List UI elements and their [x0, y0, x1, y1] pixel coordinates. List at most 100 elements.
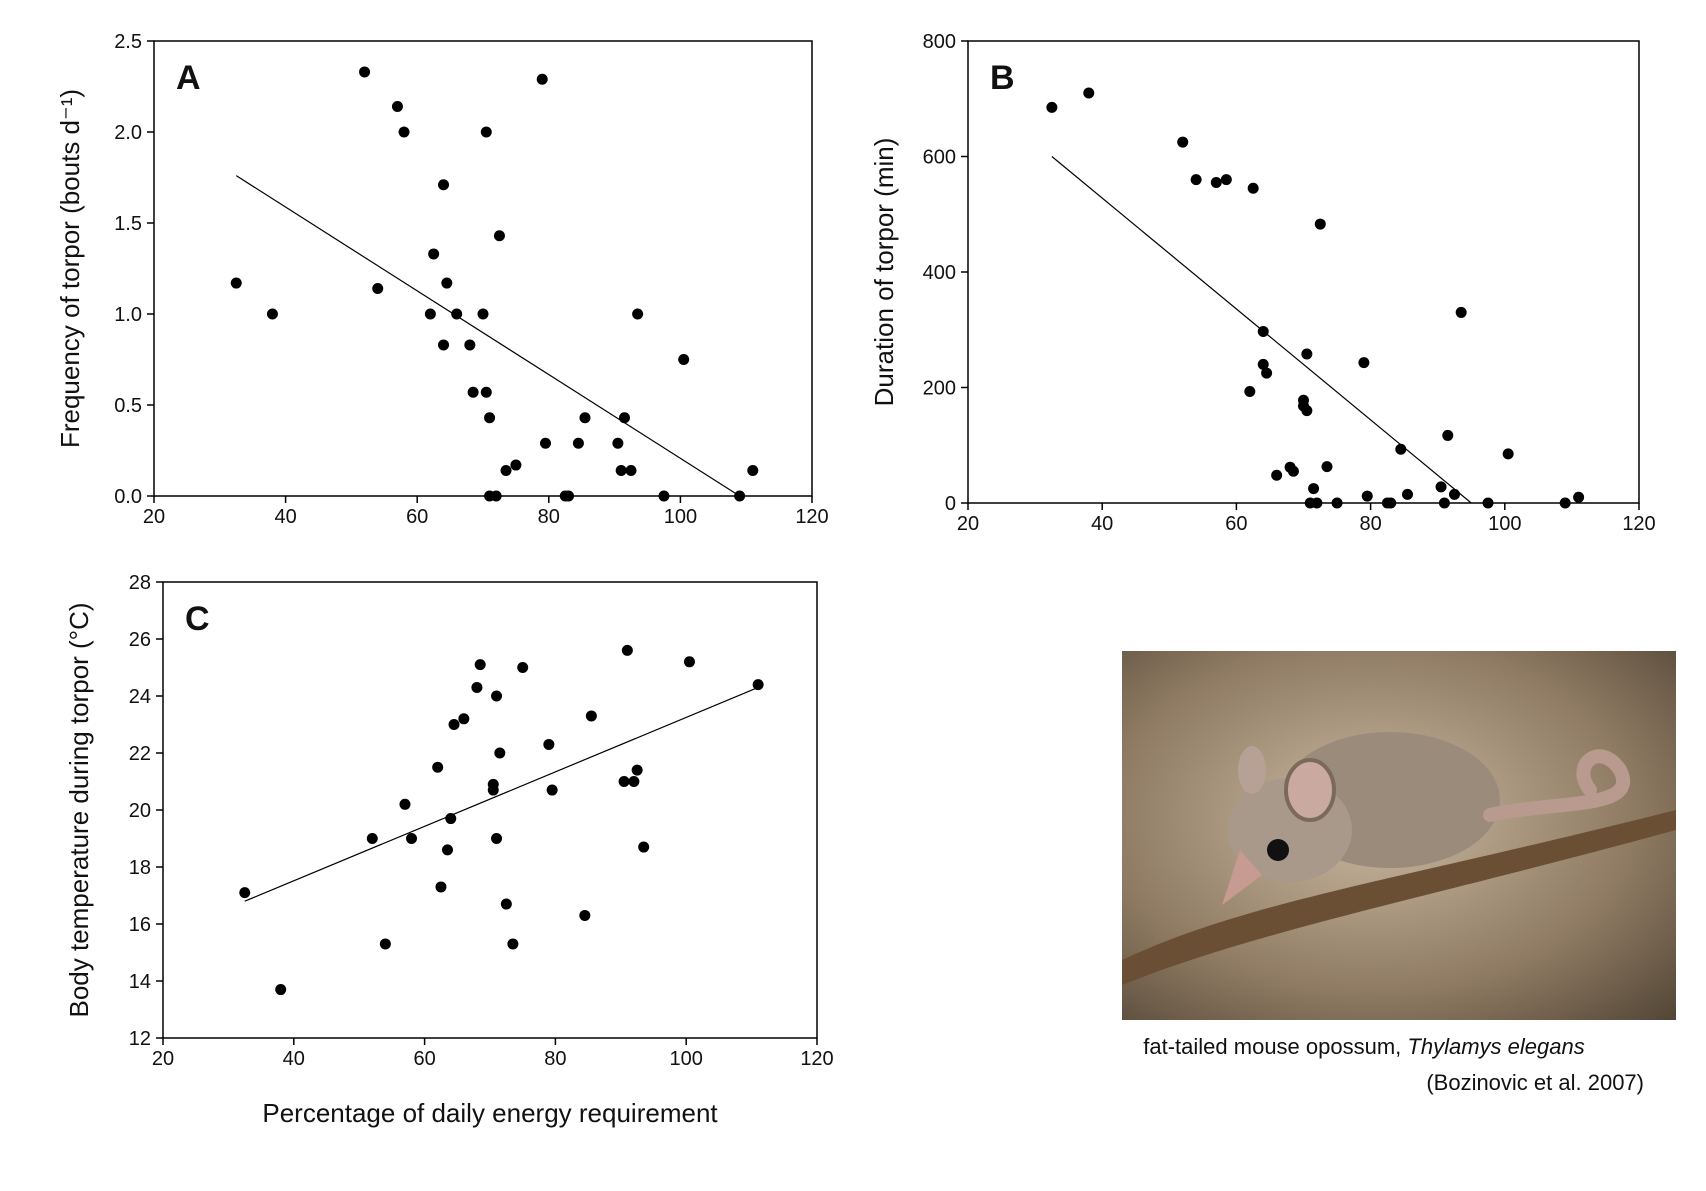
point: [490, 490, 502, 502]
y-tick-label: 22: [129, 743, 151, 765]
point: [491, 833, 503, 844]
x-tick-label: 60: [413, 1048, 435, 1070]
x-tick-label: 40: [283, 1048, 305, 1070]
plot-frame: [967, 40, 1640, 504]
x-tick-label: 120: [800, 1048, 833, 1070]
x-tick-label: 100: [664, 506, 697, 528]
point: [398, 126, 410, 138]
trend-line: [244, 686, 759, 902]
point: [500, 465, 512, 477]
point: [658, 490, 670, 502]
point: [734, 490, 746, 502]
point: [585, 710, 597, 722]
point: [438, 339, 450, 351]
point: [638, 841, 650, 853]
plot-frame: [162, 581, 818, 1039]
caption-source: (Bozinovic et al. 2007): [1426, 1070, 1644, 1095]
point: [615, 465, 627, 477]
point: [1261, 367, 1273, 379]
x-axis-title: Percentage of daily energy requirement: [262, 1098, 718, 1128]
point: [618, 776, 630, 787]
y-axis-title: Frequency of torpor (bouts d⁻¹): [55, 89, 85, 448]
point: [464, 339, 476, 351]
point: [1361, 490, 1373, 502]
point: [1311, 497, 1323, 509]
point: [406, 833, 418, 844]
point: [510, 459, 522, 471]
point: [1301, 405, 1313, 417]
point: [500, 898, 512, 910]
y-tick-label: 1.0: [114, 304, 142, 326]
point: [683, 656, 695, 668]
y-tick-label: 400: [923, 262, 956, 284]
point: [441, 844, 453, 856]
tail: [1483, 749, 1630, 822]
x-tick-label: 120: [1622, 513, 1655, 535]
point: [493, 230, 505, 242]
caption-species: Thylamys elegans: [1407, 1034, 1584, 1059]
point: [631, 764, 643, 776]
point: [1321, 461, 1333, 473]
point: [471, 681, 483, 693]
point: [543, 738, 555, 750]
y-tick-label: 20: [129, 800, 151, 822]
x-tick-label: 20: [143, 506, 165, 528]
point: [563, 490, 575, 502]
x-tick-label: 60: [406, 506, 428, 528]
point: [494, 747, 506, 759]
point: [480, 126, 492, 138]
y-tick-label: 2.0: [114, 122, 142, 144]
point: [632, 308, 644, 320]
point: [1177, 136, 1189, 148]
point: [628, 776, 640, 787]
y-tick-label: 800: [923, 31, 956, 53]
point: [1301, 348, 1313, 360]
point: [1442, 429, 1454, 441]
point: [451, 308, 463, 320]
point: [1435, 481, 1447, 493]
point: [1331, 497, 1343, 509]
point: [1395, 443, 1407, 455]
y-tick-label: 18: [129, 857, 151, 879]
panel-label: B: [990, 59, 1015, 97]
point: [239, 887, 251, 899]
point: [435, 881, 447, 893]
x-tick-label: 40: [1091, 513, 1113, 535]
point: [618, 412, 630, 424]
point: [438, 179, 450, 191]
point: [572, 437, 584, 449]
point: [1257, 358, 1269, 370]
point: [546, 784, 558, 796]
x-tick-label: 120: [795, 506, 828, 528]
x-tick-label: 80: [1359, 513, 1381, 535]
point: [474, 659, 486, 671]
x-tick-label: 20: [957, 513, 979, 535]
point: [399, 798, 411, 810]
point: [424, 308, 436, 320]
point: [579, 412, 591, 424]
eye: [1267, 839, 1289, 861]
point: [391, 101, 403, 113]
y-tick-label: 200: [923, 378, 956, 400]
point: [491, 690, 503, 702]
point: [747, 465, 759, 477]
point: [540, 437, 552, 449]
point: [366, 833, 378, 844]
point: [487, 784, 499, 796]
y-tick-label: 14: [129, 971, 151, 993]
panel-label: A: [176, 59, 201, 97]
point: [1448, 488, 1460, 500]
point: [612, 437, 624, 449]
point: [1314, 218, 1326, 230]
y-tick-label: 0.0: [114, 486, 142, 508]
point: [1257, 325, 1269, 337]
branch: [1122, 810, 1676, 985]
point: [432, 761, 444, 773]
point: [517, 662, 529, 673]
point: [1455, 306, 1467, 318]
x-tick-label: 20: [152, 1048, 174, 1070]
trend-line: [235, 175, 740, 497]
point: [678, 354, 690, 365]
